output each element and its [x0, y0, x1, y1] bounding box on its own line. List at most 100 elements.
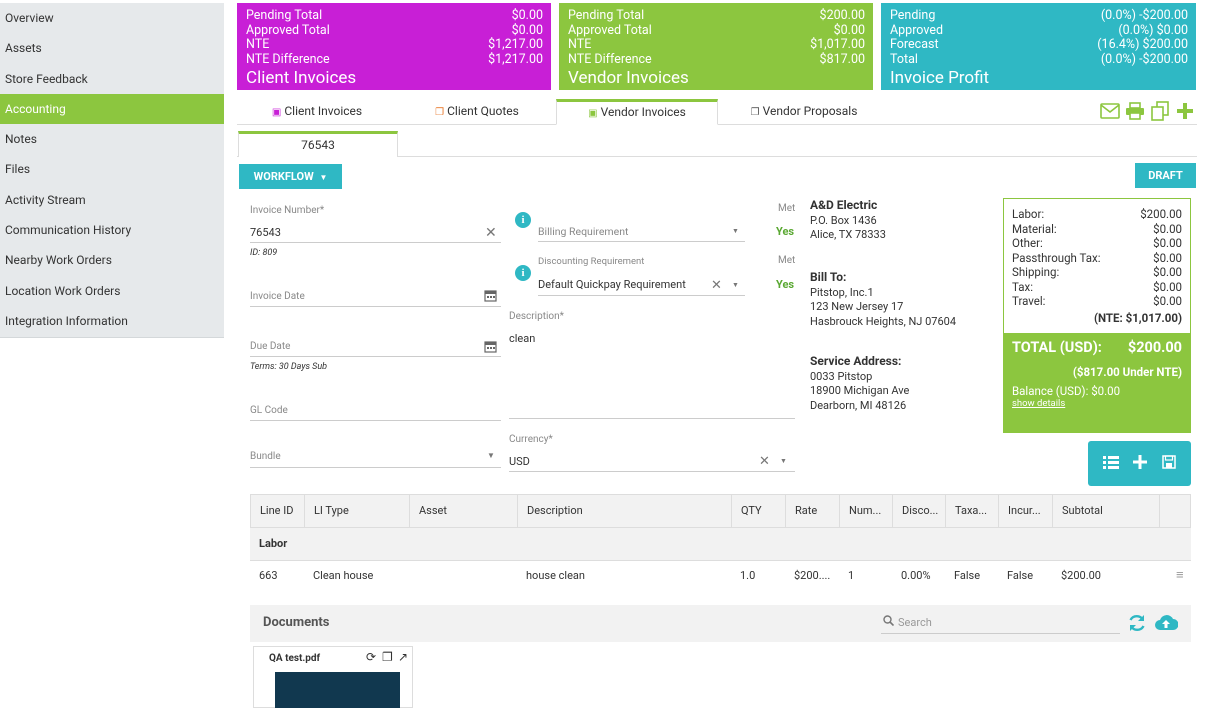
column-header[interactable]: Disco...	[893, 495, 946, 528]
clear-icon[interactable]: ✕	[759, 454, 770, 469]
sidebar-item-communication-history[interactable]: Communication History	[5, 223, 132, 238]
card-row: Approved Total $0.00	[246, 23, 543, 39]
sidebar-item-notes[interactable]: Notes	[5, 132, 37, 147]
invoice-number-field[interactable]: 76543	[250, 226, 281, 239]
print-icon[interactable]	[1124, 100, 1146, 122]
bill-to-address: Bill To: Pitstop, Inc.1 123 New Jersey 1…	[810, 270, 956, 329]
info-icon[interactable]: i	[515, 265, 531, 281]
caret-down-icon[interactable]: ▼	[732, 281, 739, 289]
sidebar-item-accounting[interactable]: Accounting	[0, 93, 224, 125]
document-filename: QA test.pdf	[269, 653, 321, 664]
invoice-date-field[interactable]: Invoice Date	[250, 291, 305, 302]
row-menu-icon[interactable]: ≡	[1176, 568, 1184, 583]
email-icon[interactable]	[1099, 100, 1121, 122]
currency-select[interactable]: USD	[509, 455, 530, 468]
total-summary: TOTAL (USD): $200.00 ($817.00 Under NTE) …	[1004, 333, 1190, 433]
totals-row: Tax: $0.00	[1004, 280, 1190, 295]
sidebar-item-nearby-work-orders[interactable]: Nearby Work Orders	[5, 253, 112, 268]
status-badge[interactable]: DRAFT	[1135, 163, 1196, 188]
column-header[interactable]: QTY	[732, 495, 786, 528]
invoice-number-label: Invoice Number*	[250, 205, 325, 216]
sidebar-item-activity-stream[interactable]: Activity Stream	[5, 192, 86, 207]
card-title: Client Invoices	[246, 68, 357, 88]
column-header[interactable]: Description	[518, 495, 732, 528]
refresh-icon[interactable]	[1127, 613, 1147, 636]
totals-value: $0.00	[1153, 294, 1182, 308]
calendar-icon[interactable]	[484, 340, 497, 356]
vendor-invoices-card: Pending Total $200.00 Approved Total $0.00…	[559, 3, 873, 90]
totals-label: Shipping:	[1012, 265, 1060, 279]
table-cell: 1	[848, 569, 855, 582]
upload-icon[interactable]	[1154, 613, 1179, 636]
sidebar-item-store-feedback[interactable]: Store Feedback	[5, 71, 88, 86]
clear-icon[interactable]: ✕	[485, 225, 497, 241]
column-header[interactable]: Num...	[840, 495, 893, 528]
totals-value: $0.00	[1153, 250, 1182, 265]
nte-row: (NTE: $1,017.00)	[1004, 311, 1190, 326]
column-header[interactable]: Taxa...	[946, 495, 999, 528]
documents-search-input[interactable]: Search	[881, 614, 1120, 634]
caret-down-icon[interactable]: ▼	[487, 451, 495, 460]
tab-invoice-76543[interactable]: 76543	[238, 131, 398, 157]
workflow-button[interactable]: WORKFLOW ▼	[239, 164, 342, 189]
divider	[509, 471, 795, 472]
gl-code-field[interactable]: GL Code	[250, 405, 288, 416]
address-line: 123 New Jersey 17	[810, 300, 904, 313]
column-header[interactable]: LI Type	[305, 495, 410, 528]
table-row[interactable]: 663 Clean house house clean 1.0 $200....…	[250, 561, 1191, 595]
card-row: Total (0.0%) -$200.00	[890, 52, 1188, 68]
tab-vendor-proposals[interactable]: ❐ Vendor Proposals	[724, 99, 884, 125]
divider	[250, 420, 501, 421]
sidebar-item-files[interactable]: Files	[5, 162, 31, 177]
tab-client-invoices[interactable]: ▣ Client Invoices	[237, 99, 397, 125]
column-header[interactable]: Subtotal	[1053, 495, 1160, 528]
list-icon[interactable]	[1103, 455, 1120, 473]
caret-down-icon[interactable]: ▼	[732, 227, 739, 235]
copy-icon[interactable]: ❐	[382, 650, 393, 664]
card-row-value: (0.0%) -$200.00	[1100, 8, 1188, 23]
balance: Balance (USD): $0.00	[1012, 384, 1121, 398]
description-field[interactable]: clean	[509, 332, 536, 345]
address-line: Hasbrouck Heights, NJ 07604	[810, 314, 957, 328]
calendar-icon[interactable]	[484, 289, 497, 305]
info-icon[interactable]: i	[515, 212, 531, 228]
sidebar-item-location-work-orders[interactable]: Location Work Orders	[5, 283, 121, 298]
discounting-requirement-select[interactable]: Default Quickpay Requirement	[538, 278, 686, 291]
refresh-icon[interactable]: ⟳	[366, 650, 377, 664]
totals-label: Travel:	[1012, 294, 1046, 308]
address-line: 18900 Michigan Ave	[810, 384, 910, 397]
save-icon[interactable]	[1162, 454, 1176, 473]
add-icon[interactable]	[1174, 100, 1196, 122]
column-header[interactable]: Incur...	[999, 495, 1053, 528]
sidebar-item-assets[interactable]: Assets	[5, 41, 42, 56]
divider	[250, 242, 501, 243]
document-card[interactable]: QA test.pdf ⟳ ❐ ↗	[253, 646, 413, 708]
column-header[interactable]: Asset	[410, 495, 518, 528]
bill-to-title: Bill To:	[810, 270, 847, 284]
billing-requirement-select[interactable]: Billing Requirement	[538, 225, 629, 238]
bundle-select[interactable]: Bundle	[250, 451, 281, 462]
add-icon[interactable]	[1133, 454, 1148, 473]
tab-client-quotes[interactable]: ❐ Client Quotes	[397, 99, 557, 125]
card-row-label: Pending Total	[568, 8, 645, 23]
workflow-label: WORKFLOW	[253, 170, 314, 183]
sidebar-item-integration-information[interactable]: Integration Information	[5, 313, 128, 328]
clear-icon[interactable]: ✕	[711, 278, 722, 293]
column-header[interactable]: Rate	[786, 495, 840, 528]
accounting-tabs: ▣ Client Invoices ❐ Client Quotes ▣ Vendor …	[237, 99, 1197, 125]
caret-down-icon[interactable]: ▼	[780, 457, 787, 465]
column-header[interactable]: Line ID	[251, 495, 305, 528]
external-link-icon[interactable]: ↗	[398, 650, 409, 664]
show-details-link[interactable]: show details	[1012, 398, 1066, 409]
due-date-field[interactable]: Due Date	[250, 341, 291, 352]
line-item-actions	[1088, 441, 1191, 486]
copy-icon[interactable]	[1149, 100, 1171, 122]
totals-label: Tax:	[1012, 279, 1033, 294]
totals-label: Other:	[1012, 236, 1043, 250]
card-row: Forecast (16.4%) $200.00	[890, 37, 1188, 53]
sidebar-item-overview[interactable]: Overview	[5, 11, 54, 25]
met-value: Yes	[776, 278, 795, 291]
currency-label: Currency*	[509, 434, 553, 445]
address-line: Dearborn, MI 48126	[810, 398, 907, 412]
tab-vendor-invoices[interactable]: ▣ Vendor Invoices	[556, 99, 718, 125]
